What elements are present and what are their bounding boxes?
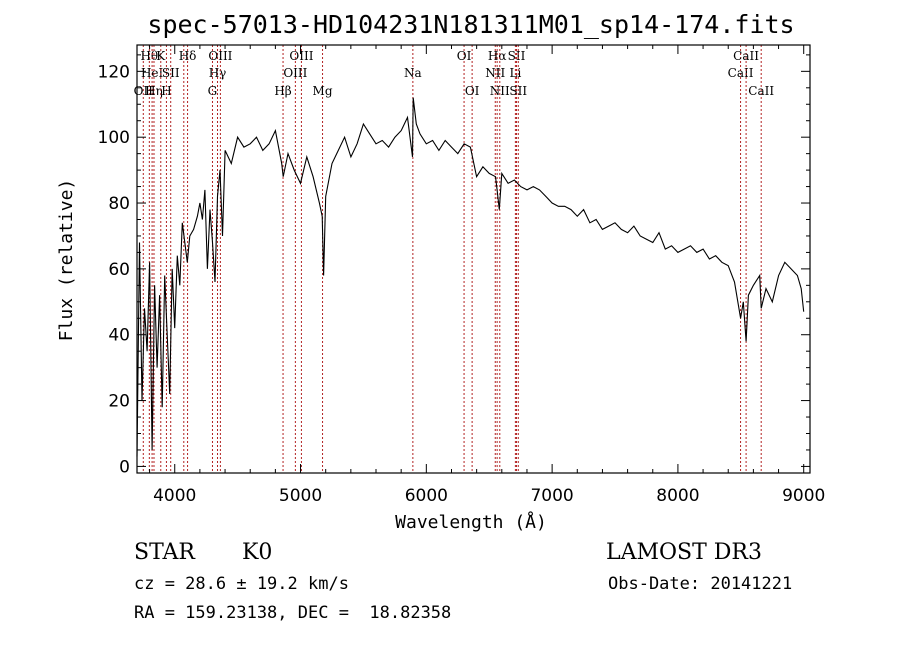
marker-label: Hη (145, 84, 163, 98)
spectrum-line (136, 97, 805, 457)
marker-label: G (208, 84, 218, 98)
marker-label: H (161, 84, 171, 98)
plot-frame (136, 44, 811, 474)
axes: 4000 5000 6000 7000 8000 9000 0 20 40 60 80 100 120 (98, 44, 825, 506)
x-axis-label: Wavelength (Å) (395, 511, 547, 533)
x-tick-label: 8000 (656, 486, 699, 506)
y-tick-label: 120 (98, 62, 130, 82)
coordinates: RA = 159.23138, DEC = 18.82358 (134, 603, 452, 623)
marker-label: OI (457, 49, 472, 63)
marker-label: OIII (283, 66, 307, 80)
marker-label: Li (509, 66, 521, 80)
x-tick-label: 5000 (279, 486, 322, 506)
marker-label: NII (485, 66, 505, 80)
marker-label: SII (508, 49, 526, 63)
y-axis-label: Flux (relative) (56, 179, 77, 342)
x-tick-label: 4000 (153, 486, 196, 506)
object-subclass: K0 (242, 540, 273, 565)
x-tick-label: 7000 (530, 486, 573, 506)
marker-label: K (156, 49, 166, 63)
redshift-text: cz = 28.6 ± 19.2 km/s (134, 574, 349, 594)
marker-label: CaII (728, 66, 754, 80)
survey-label: LAMOST DR3 (606, 540, 762, 565)
y-tick-label: 80 (108, 194, 130, 214)
marker-label: OIII (208, 49, 232, 63)
marker-label: Hβ (274, 84, 291, 98)
chart-title: spec-57013-HD104231N181311M01_sp14-174.f… (147, 10, 794, 39)
marker-label: SII (509, 84, 527, 98)
y-tick-label: 0 (119, 457, 130, 477)
marker-label: OIII (289, 49, 313, 63)
obs-date: Obs-Date: 20141221 (608, 574, 793, 594)
line-markers: OIIHθHeIHηKHSIIHδGHγOIIIHβOIIIOIIIMgNaOI… (134, 45, 774, 473)
marker-label: CaII (733, 49, 759, 63)
y-tick-label: 20 (108, 392, 130, 412)
marker-label: Hγ (209, 66, 227, 80)
marker-label: Na (404, 66, 422, 80)
marker-label: NII (490, 84, 510, 98)
x-tick-label: 9000 (782, 486, 825, 506)
marker-label: Hθ (140, 49, 158, 63)
marker-label: SII (162, 66, 180, 80)
marker-label: HeI (141, 66, 164, 80)
y-tick-label: 60 (108, 260, 130, 280)
marker-label: Hδ (179, 49, 197, 63)
object-class: STAR (134, 540, 195, 565)
y-tick-label: 100 (98, 128, 130, 148)
marker-label: OI (465, 84, 480, 98)
marker-label: CaII (748, 84, 774, 98)
marker-label: Hα (488, 49, 507, 63)
x-tick-label: 6000 (405, 486, 448, 506)
y-tick-label: 40 (108, 326, 130, 346)
marker-label: Mg (313, 84, 333, 98)
